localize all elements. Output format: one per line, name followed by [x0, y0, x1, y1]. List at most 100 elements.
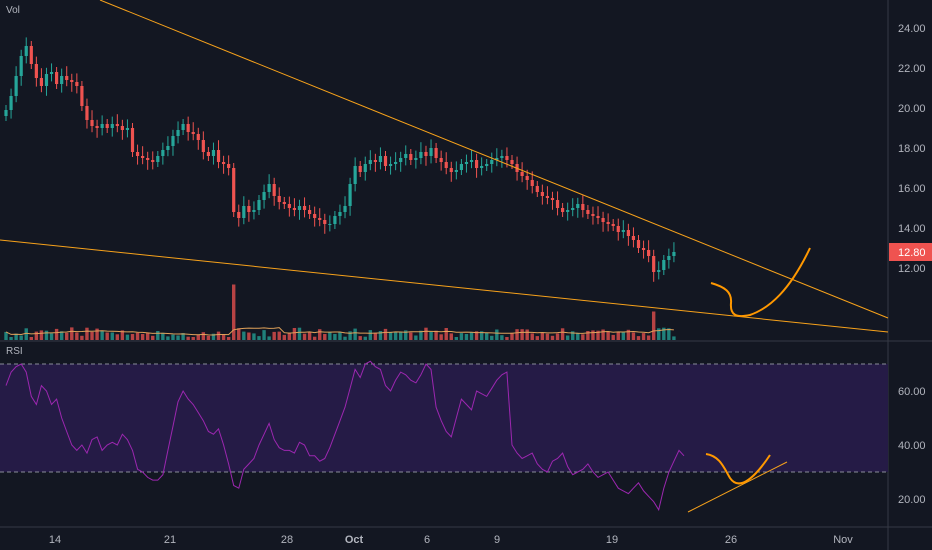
candle-body — [378, 156, 383, 162]
candle-body — [49, 72, 54, 74]
volume-bar — [323, 334, 327, 340]
candle-body — [363, 164, 367, 172]
volume-bar — [479, 331, 484, 340]
volume-bar — [667, 328, 671, 340]
candle-body — [323, 220, 327, 224]
rsi-pane-label: RSI — [6, 346, 23, 357]
volume-bar — [631, 332, 636, 340]
candle-body — [480, 166, 484, 168]
candle-body — [520, 172, 524, 176]
candle-body — [105, 124, 109, 128]
candle-body — [191, 132, 195, 134]
volume-bar — [302, 333, 307, 340]
candle-body — [399, 158, 403, 162]
volume-bar — [429, 331, 433, 340]
volume-bar — [312, 336, 317, 340]
volume-bar — [545, 333, 550, 340]
volume-bar — [576, 332, 580, 340]
volume-bar — [14, 333, 18, 340]
volume-bar — [520, 329, 524, 340]
candle-body — [358, 166, 362, 172]
candle-body — [672, 252, 676, 256]
volume-bar — [495, 329, 499, 340]
candle-body — [383, 156, 388, 166]
candle-body — [297, 206, 302, 210]
volume-bar — [85, 327, 89, 340]
volume-bar — [115, 334, 120, 340]
volume-bar — [368, 330, 373, 340]
volume-bar — [535, 336, 539, 340]
candle-body — [19, 56, 23, 76]
candle-body — [439, 158, 443, 162]
candle-body — [495, 158, 499, 160]
volume-bar — [34, 331, 39, 340]
candle-body — [262, 192, 266, 200]
candle-body — [469, 160, 474, 162]
volume-bar — [39, 330, 44, 340]
volume-bar — [571, 331, 575, 340]
time-tick-label: 6 — [424, 534, 430, 546]
candle-body — [510, 160, 514, 164]
candle-body — [596, 216, 600, 218]
candle-body — [171, 136, 175, 146]
time-tick-label: 26 — [725, 534, 737, 546]
volume-bar — [105, 332, 109, 340]
volume-bar — [49, 333, 54, 340]
volume-bar — [611, 334, 615, 340]
time-tick-label: 19 — [606, 534, 618, 546]
volume-bar — [292, 328, 297, 340]
volume-ma-line — [5, 327, 674, 336]
volume-bar — [621, 332, 626, 340]
candle-body — [368, 160, 372, 164]
candle-body — [115, 124, 119, 126]
volume-bar — [591, 330, 595, 340]
candle-body — [631, 236, 636, 240]
candle-body — [313, 214, 317, 218]
lower-trendline — [0, 239, 889, 333]
candle-body — [120, 126, 124, 130]
volume-bar — [454, 337, 459, 340]
volume-bar — [206, 335, 211, 340]
time-tick-label: 14 — [49, 534, 61, 546]
volume-bar — [636, 336, 641, 340]
candle-body — [151, 160, 155, 162]
volume-bar — [196, 334, 200, 340]
volume-bar — [586, 331, 590, 340]
volume-bar — [550, 335, 555, 340]
volume-bar — [490, 335, 494, 340]
candle-body — [505, 156, 509, 160]
volume-bar — [24, 328, 28, 340]
candle-body — [586, 210, 590, 214]
volume-bar — [145, 333, 150, 340]
volume-bar — [95, 328, 99, 340]
candle-body — [166, 146, 170, 150]
candle-body — [424, 152, 428, 156]
candle-body — [247, 206, 251, 212]
candle-body — [24, 46, 28, 56]
volume-bar — [510, 332, 514, 340]
candle-body — [95, 126, 99, 128]
candle-body — [566, 210, 570, 212]
candle-body — [29, 46, 33, 64]
volume-bar — [358, 336, 362, 340]
volume-bar — [307, 332, 312, 340]
candle-body — [550, 198, 555, 200]
candle-body — [60, 76, 64, 84]
price-pane-label: Vol — [6, 5, 20, 16]
candle-body — [525, 176, 529, 180]
candle-body — [647, 250, 651, 256]
volume-bar — [171, 334, 175, 340]
volume-bar — [211, 333, 216, 340]
volume-bar — [110, 332, 114, 340]
volume-bar — [226, 337, 231, 340]
candle-body — [414, 158, 418, 160]
candle-body — [65, 76, 69, 80]
volume-bar — [657, 328, 661, 340]
volume-bar — [221, 334, 226, 340]
candle-body — [490, 160, 494, 164]
price-tick-label: 14.00 — [898, 223, 926, 235]
volume-bar — [398, 332, 403, 340]
volume-bar — [500, 335, 504, 340]
candle-body — [429, 148, 433, 156]
